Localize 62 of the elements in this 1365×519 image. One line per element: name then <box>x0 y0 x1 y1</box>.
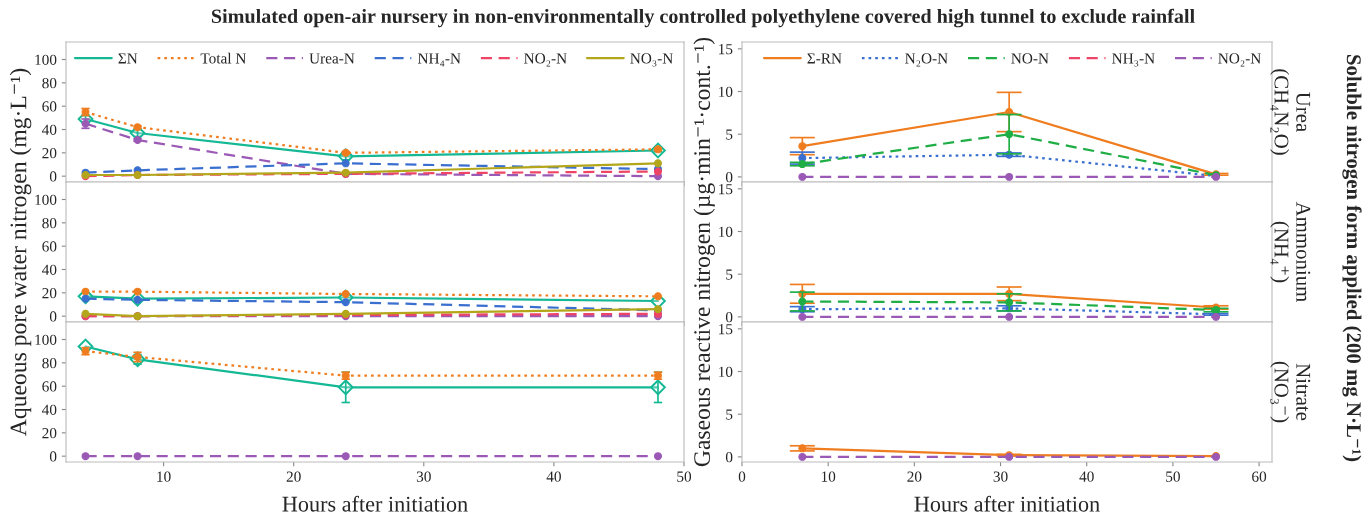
y-tick-label: 100 <box>35 54 57 65</box>
y-tick-label: 0 <box>725 172 733 183</box>
x-axis-title: Hours after initiation <box>282 495 468 512</box>
x-tick-label: 40 <box>546 471 561 482</box>
y-tick-label: 5 <box>726 129 733 140</box>
y-tick-label: 0 <box>49 311 57 322</box>
x-tick-label: 10 <box>821 471 836 482</box>
x-tick-label: 0 <box>738 471 746 482</box>
y-tick-label: 20 <box>42 427 57 439</box>
y-tick-label: 100 <box>35 194 57 205</box>
y-tick-label: 40 <box>41 404 57 415</box>
y-tick-label: 10 <box>719 86 733 97</box>
x-tick-label: 30 <box>993 471 1008 482</box>
text: Soluble nitrogen form applied (200 mg N·L⁻¹) <box>1342 55 1362 462</box>
legend-label: Urea-N <box>309 53 355 64</box>
legend-label: NO₃-N <box>630 53 673 67</box>
legend-label: ΣN <box>118 53 138 64</box>
y-tick-label: 40 <box>41 264 57 275</box>
x-tick-label: 10 <box>157 471 171 482</box>
y-tick-label: 0 <box>725 312 733 323</box>
x-tick-label: 20 <box>286 471 301 482</box>
x-tick-label: 40 <box>1079 471 1094 482</box>
legend-label: NH₄-N <box>417 53 461 67</box>
legend-label: Σ-RN <box>807 53 842 64</box>
y-tick-label: 80 <box>42 77 57 89</box>
legend-label: NO₂-N <box>524 53 567 67</box>
y-tick-label: 15 <box>719 184 733 195</box>
y-tick-label: 0 <box>49 451 57 462</box>
y-tick-label: 80 <box>42 217 57 229</box>
y-tick-label: 60 <box>42 381 57 392</box>
x-tick-label: 20 <box>907 471 922 482</box>
y-tick-label: 0 <box>725 452 733 463</box>
x-tick-label: 60 <box>1252 471 1267 482</box>
legend-label: NH₃-N <box>1112 53 1155 67</box>
y-tick-label: 0 <box>49 171 57 182</box>
y-tick-label: 5 <box>726 409 733 420</box>
y-tick-label: 100 <box>35 334 57 345</box>
legend-label: NO-N <box>1011 53 1049 64</box>
chart-title: Simulated open-air nursery in non-environmentally controlled polyethylene covered high tunnel to exclude rainfall <box>211 8 1195 28</box>
y2-axis-title: Ammonium (NH₄⁺) <box>1270 201 1311 303</box>
y-axis-title: Gaseous reactive nitrogen (µg·min⁻¹·cont.⁻¹) <box>693 37 715 467</box>
y2-axis-title: Urea (CH₄N₂O) <box>1270 69 1311 155</box>
y-tick-label: 15 <box>719 44 733 55</box>
y-tick-label: 80 <box>42 357 57 369</box>
y2-axis-title: Nitrate (NO₃⁻) <box>1270 361 1311 423</box>
legend-label: Total N <box>200 52 247 64</box>
y-tick-label: 60 <box>42 241 57 252</box>
y-axis-title: Aqueous pore water nitrogen (mg·L⁻¹) <box>9 68 32 436</box>
legend-label: N₂O-N <box>905 53 948 67</box>
x-tick-label: 50 <box>677 471 692 482</box>
y-tick-label: 5 <box>726 269 733 280</box>
y-tick-label: 40 <box>41 124 57 135</box>
x-tick-label: 30 <box>416 471 431 482</box>
legend-label: NO₂-N <box>1218 53 1261 67</box>
x-axis-title: Hours after initiation <box>914 495 1100 512</box>
y-tick-label: 10 <box>719 366 733 377</box>
y-tick-label: 15 <box>719 324 733 335</box>
y-tick-label: 10 <box>719 226 733 237</box>
y-tick-label: 20 <box>42 147 57 159</box>
y-tick-label: 60 <box>42 101 57 112</box>
x-tick-label: 50 <box>1166 471 1180 482</box>
y-tick-label: 20 <box>42 287 57 299</box>
